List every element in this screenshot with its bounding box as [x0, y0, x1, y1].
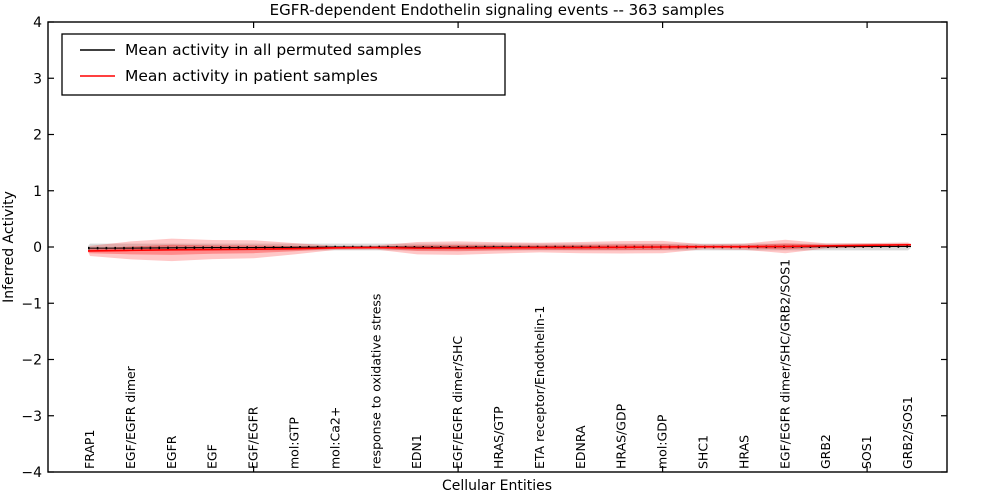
- x-tick-label: EDNRA: [573, 425, 588, 469]
- x-tick-label: EGF/EGFR: [246, 406, 261, 469]
- x-tick-label: mol:Ca2+: [327, 407, 342, 469]
- y-tick-label: −2: [21, 353, 42, 369]
- y-tick-label: −1: [21, 296, 42, 312]
- y-axis-label: Inferred Activity: [1, 191, 17, 303]
- y-tick-label: 3: [33, 71, 42, 87]
- legend-label: Mean activity in all permuted samples: [125, 41, 422, 59]
- line-layer: [88, 243, 911, 252]
- y-tick-label: 1: [33, 184, 42, 200]
- tick-layer: [48, 21, 947, 473]
- x-tick-label: HRAS/GTP: [491, 406, 506, 469]
- x-tick-label: EGF: [205, 444, 220, 469]
- x-tick-label: EGF/EGFR dimer/SHC: [450, 336, 465, 469]
- x-tick-label: SHC1: [696, 435, 711, 469]
- y-tick-label: −3: [21, 409, 42, 425]
- x-tick-label: GRB2: [818, 434, 833, 469]
- x-tick-label: EGF/EGFR dimer: [123, 365, 138, 469]
- x-tick-label: ETA receptor/Endothelin-1: [532, 306, 547, 469]
- patient-mean-line: [88, 243, 911, 252]
- x-axis-label: Cellular Entities: [442, 478, 552, 494]
- chart-title: EGFR-dependent Endothelin signaling even…: [270, 1, 725, 19]
- y-tick-label: 4: [33, 15, 42, 31]
- y-tick-label: 0: [33, 240, 42, 256]
- y-tick-label: 2: [33, 128, 42, 144]
- y-tick-label: −4: [21, 465, 42, 481]
- x-tick-label: SOS1: [859, 435, 874, 469]
- x-tick-label: FRAP1: [82, 430, 97, 469]
- x-tick-label: EGFR: [164, 435, 179, 469]
- legend-label: Mean activity in patient samples: [125, 67, 378, 85]
- x-tick-label: mol:GDP: [655, 414, 670, 469]
- x-tick-label: EGF/EGFR dimer/SHC/GRB2/SOS1: [777, 259, 792, 469]
- x-tick-label: mol:GTP: [287, 417, 302, 469]
- x-tick-label: HRAS/GDP: [614, 403, 629, 469]
- x-tick-label: EDN1: [409, 434, 424, 469]
- tick-label-layer: −4 −3 −2 −1 0 1 2 3 4 FRAP1 EGF/EGFR dimer EGFR EGF E…: [21, 15, 915, 481]
- spread-band: [88, 238, 911, 262]
- legend-box: [61, 33, 506, 96]
- x-tick-label: response to oxidative stress: [368, 294, 383, 469]
- legend: Mean activity in all permuted samples Mea…: [61, 33, 506, 96]
- x-tick-label: GRB2/SOS1: [900, 396, 915, 469]
- x-tick-label: HRAS: [736, 435, 751, 469]
